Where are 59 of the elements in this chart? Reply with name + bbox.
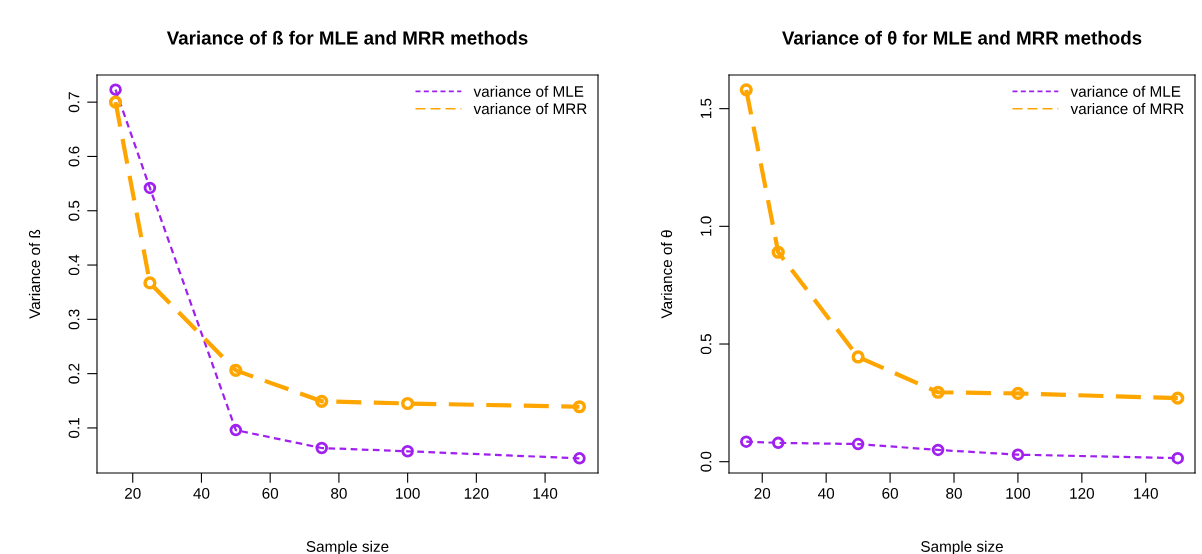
x-tick-label: 80: [331, 487, 347, 499]
point: [229, 423, 243, 437]
y-tick-label: 0.3: [68, 309, 80, 330]
point: [143, 276, 157, 290]
x-tick-label: 40: [193, 487, 210, 499]
chart-title: Variance of θ for MLE and MRR methods: [782, 30, 1142, 45]
y-axis-title: Variance of θ: [660, 230, 673, 319]
point: [143, 181, 157, 195]
point: [109, 83, 122, 96]
point: [315, 441, 328, 455]
legend-label: variance of MLE: [473, 85, 584, 97]
y-tick-label: 0.7: [68, 92, 80, 113]
x-tick-label: 80: [946, 487, 962, 499]
point: [771, 245, 785, 259]
point: [401, 396, 415, 411]
point: [572, 400, 587, 414]
legend-label: variance of MLE: [1070, 85, 1181, 97]
x-tick-label: 40: [818, 487, 835, 499]
y-tick-label: 0.5: [68, 200, 80, 221]
point: [851, 437, 865, 451]
y-tick-label: 0.2: [68, 363, 80, 384]
x-tick-label: 20: [125, 487, 141, 499]
point: [740, 435, 753, 448]
point: [108, 95, 123, 109]
y-tick-label: 1.5: [700, 98, 712, 119]
point: [771, 436, 785, 450]
x-tick-label: 120: [1070, 487, 1094, 499]
x-axis-title: Sample size: [921, 540, 1003, 554]
point: [315, 394, 329, 408]
x-tick-label: 100: [396, 487, 420, 499]
x-tick-label: 100: [1006, 487, 1031, 499]
y-tick-label: 0.1: [68, 418, 80, 438]
x-axis-title: Sample size: [306, 540, 389, 554]
x-tick-label: 140: [1134, 487, 1158, 499]
y-tick-label: 1.0: [700, 216, 712, 236]
point: [931, 443, 945, 457]
point: [401, 445, 414, 458]
point: [573, 452, 586, 465]
x-tick-label: 60: [262, 487, 279, 499]
point: [229, 363, 243, 377]
x-tick-label: 140: [533, 487, 558, 499]
point: [1171, 451, 1184, 465]
chart-title: Variance of ß for MLE and MRR methods: [166, 30, 528, 45]
legend-label: variance of MRR: [1070, 102, 1184, 115]
y-tick-label: 0.6: [68, 146, 80, 167]
point: [1171, 391, 1185, 405]
x-tick-label: 120: [464, 487, 489, 499]
y-tick-label: 0.0: [700, 451, 712, 472]
y-tick-label: 0.5: [700, 334, 712, 355]
y-axis-title: Variance of ß: [28, 229, 41, 319]
x-tick-label: 60: [882, 487, 898, 499]
y-tick-label: 0.4: [68, 254, 80, 276]
point: [1011, 386, 1025, 401]
point: [1011, 448, 1025, 461]
point: [851, 350, 865, 364]
point: [931, 385, 945, 399]
x-tick-label: 20: [754, 487, 771, 499]
point: [739, 83, 753, 97]
legend-label: variance of MRR: [473, 102, 587, 115]
